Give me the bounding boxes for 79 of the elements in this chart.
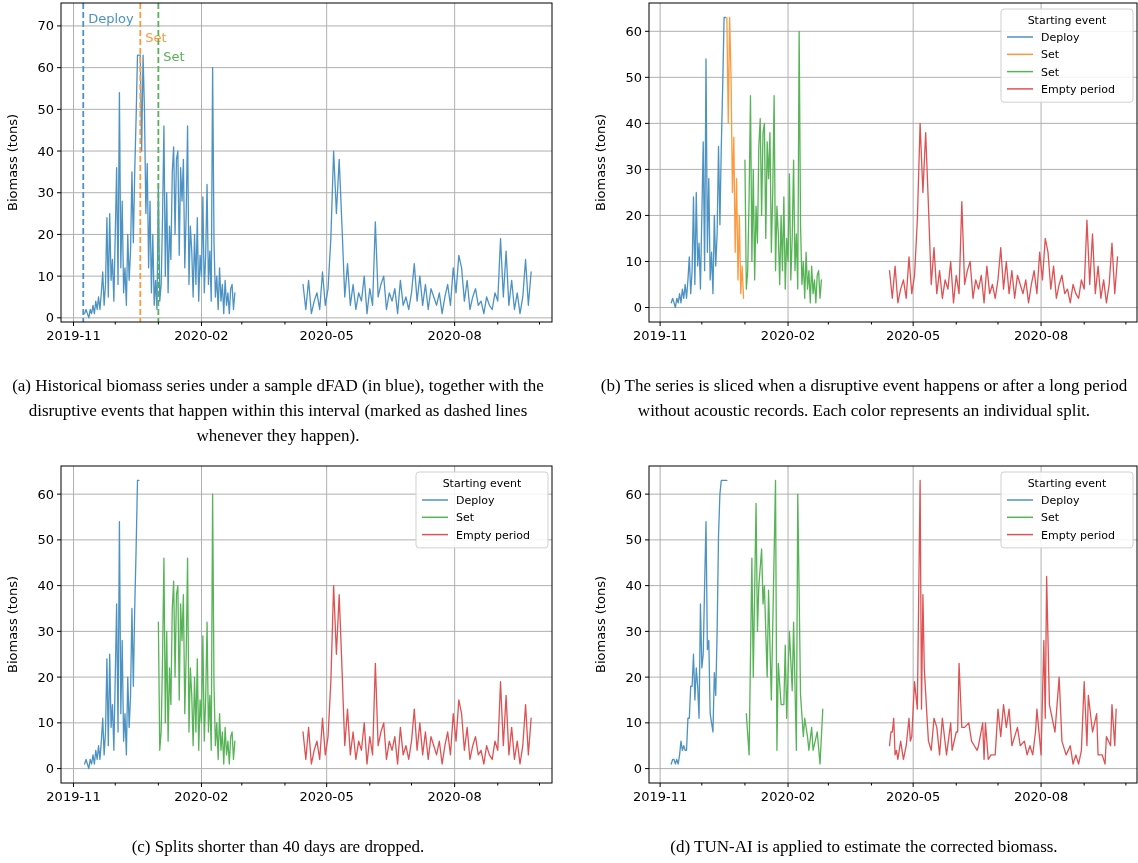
legend-label: Deploy [1040,31,1080,44]
y-axis-title: Biomass (tons) [593,576,608,673]
x-tick-label: 2019-11 [46,328,101,343]
x-tick-label: 2020-05 [886,328,941,343]
x-tick-label: 2019-11 [632,328,688,343]
y-tick-label: 40 [625,578,642,594]
text: (d) TUN-AI is applied to estimate the corrected biomass. [670,837,1058,856]
y-tick-label: 50 [37,101,54,117]
text: (a) Historical biomass series under a sample dFAD (in blue), together with the disruptive events that happen within this interval (marked as dashed lines whenever they happen). [12,376,544,445]
y-tick-label: 30 [37,623,54,639]
y-tick-label: 10 [625,715,642,731]
y-tick-label: 20 [37,669,54,685]
line-series [744,30,823,304]
x-tick-label: 2020-05 [299,328,354,343]
x-tick-label: 2020-02 [174,328,229,343]
ref-line-label: Deploy [88,11,135,26]
x-tick-label: 2019-11 [46,789,101,804]
y-tick-label: 0 [45,761,54,777]
x-tick-label: 2020-02 [760,789,816,804]
line-series [84,479,140,770]
y-tick-label: 60 [625,486,642,502]
y-tick-label: 30 [625,161,642,177]
legend-label: Set [455,511,475,525]
x-tick-label: 2020-05 [886,789,941,804]
y-tick-label: 10 [625,253,642,269]
y-tick-label: 10 [37,268,54,284]
line-series [670,16,727,309]
x-tick-label: 2020-08 [427,328,482,343]
legend-label: Deploy [1040,494,1080,507]
x-tick-label: 2019-11 [632,789,688,804]
y-tick-label: 20 [37,226,54,242]
legend-label: Set [1040,48,1060,62]
y-tick-label: 70 [37,18,54,34]
legend-label: Empty period [1040,528,1116,542]
legend-label: Set [1040,511,1060,525]
y-axis-title: Biomass (tons) [5,576,20,673]
y-tick-label: 30 [37,185,54,201]
y-tick-label: 10 [37,715,54,731]
line-series [670,479,728,765]
y-tick-label: 40 [37,578,54,594]
text: (c) Splits shorter than 40 days are dropped. [131,837,425,856]
legend-label: Deploy [455,494,495,507]
y-tick-label: 40 [37,143,54,159]
ref-line-label: Set [145,30,167,45]
legend-title: Starting event [442,477,523,490]
y-tick-label: 40 [625,115,642,131]
y-tick-label: 20 [625,207,642,223]
line-series [302,584,532,765]
legend-title: Starting event [1027,477,1108,490]
legend-label: Set [1040,65,1060,79]
x-tick-label: 2020-05 [299,789,354,804]
line-series [157,493,236,765]
legend-label: Empty period [455,528,531,542]
y-tick-label: 50 [625,69,642,85]
y-axis-title: Biomass (tons) [5,114,20,211]
line-series [888,479,1117,765]
y-tick-label: 60 [625,23,642,39]
x-tick-label: 2020-08 [1013,789,1069,804]
y-tick-label: 60 [37,486,54,502]
line-series [726,16,745,299]
y-tick-label: 60 [37,60,54,76]
x-tick-label: 2020-02 [174,789,229,804]
line-series [888,122,1119,304]
y-tick-label: 0 [45,310,54,326]
y-tick-label: 50 [625,532,642,548]
legend-label: Empty period [1040,82,1116,96]
y-axis-title: Biomass (tons) [593,114,608,211]
y-tick-label: 30 [625,623,642,639]
x-tick-label: 2020-08 [427,789,482,804]
y-tick-label: 0 [633,300,642,315]
x-tick-label: 2020-08 [1013,328,1069,343]
x-tick-label: 2020-02 [760,328,816,343]
text: (b) The series is sliced when a disruptive event happens or after a long period without acoustic records. Each color represents an individual split. [600,376,1128,420]
line-series [745,479,824,765]
y-tick-label: 50 [37,532,54,548]
y-tick-label: 20 [625,669,642,685]
y-tick-label: 0 [633,761,642,777]
legend-title: Starting event [1027,14,1108,27]
ref-line-label: Set [163,49,185,64]
